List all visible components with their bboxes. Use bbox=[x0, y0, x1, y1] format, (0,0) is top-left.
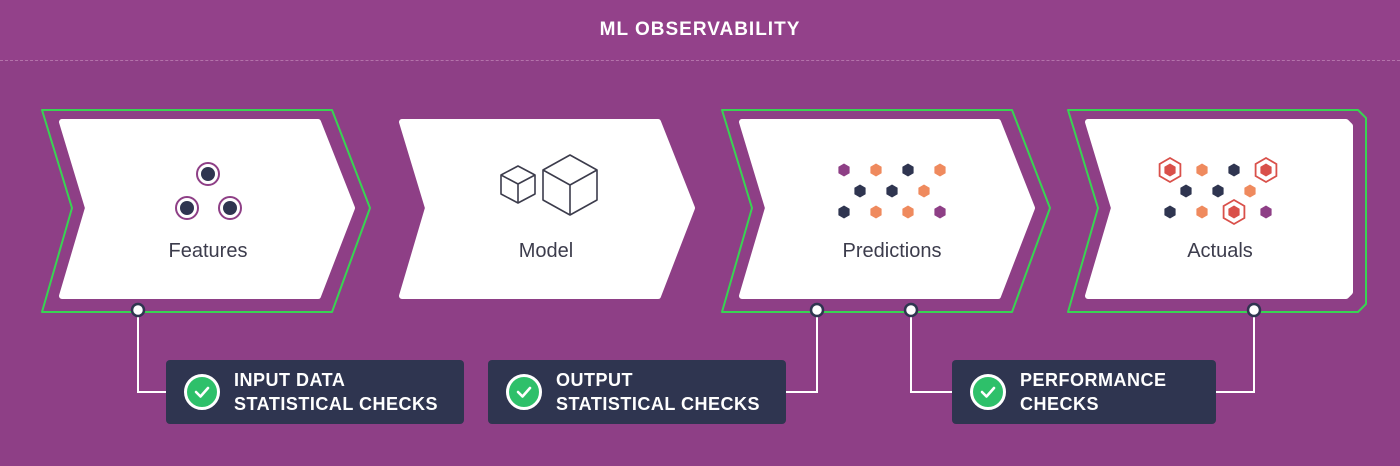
check-title-line2: CHECKS bbox=[1020, 394, 1100, 414]
hexagon-mark bbox=[934, 163, 946, 177]
page-title: ML OBSERVABILITY bbox=[599, 19, 801, 40]
checkmark-icon bbox=[506, 374, 542, 410]
checkmark-icon bbox=[970, 374, 1006, 410]
features-highlight-outline bbox=[41, 109, 371, 313]
actuals-stage-shape bbox=[1085, 119, 1353, 299]
input-data-check-box: INPUT DATA STATISTICAL CHECKS bbox=[166, 360, 464, 424]
output-check-box: OUTPUT STATISTICAL CHECKS bbox=[488, 360, 786, 424]
hexagon-mark bbox=[870, 205, 882, 219]
hexagon-grid-icon bbox=[838, 163, 946, 219]
check-title-line2: STATISTICAL CHECKS bbox=[556, 394, 761, 414]
hexagon-mark bbox=[934, 205, 946, 219]
hexagon-mark bbox=[1254, 156, 1278, 184]
highlighted-hexagon-grid-icon bbox=[1158, 156, 1278, 226]
check-title-line1: PERFORMANCE bbox=[1020, 370, 1167, 390]
hexagon-mark bbox=[1260, 163, 1272, 177]
cubes-icon bbox=[500, 154, 598, 216]
hexagon-mark bbox=[1260, 205, 1272, 219]
predictions-performance-connector-dot bbox=[903, 302, 919, 318]
check-title-line1: OUTPUT bbox=[556, 370, 633, 390]
hexagon-mark bbox=[1228, 205, 1240, 219]
hexagon-mark bbox=[1180, 184, 1192, 198]
hexagon-mark bbox=[918, 184, 930, 198]
hexagon-mark bbox=[1158, 156, 1182, 184]
hexagon-mark bbox=[1228, 163, 1240, 177]
hexagon-mark bbox=[1212, 184, 1224, 198]
nodes-icon bbox=[175, 162, 242, 220]
model-stage-shape bbox=[399, 119, 695, 299]
actuals-label: Actuals bbox=[1187, 240, 1253, 262]
performance-check-box: PERFORMANCE CHECKS bbox=[952, 360, 1216, 424]
header-bar: ML OBSERVABILITY bbox=[0, 0, 1400, 61]
predictions-highlight-outline bbox=[721, 109, 1051, 313]
model-label: Model bbox=[518, 240, 574, 262]
hexagon-mark bbox=[886, 184, 898, 198]
features-label: Features bbox=[168, 240, 248, 262]
hexagon-mark bbox=[1196, 205, 1208, 219]
features-connector bbox=[137, 310, 168, 393]
actuals-performance-connector-dot bbox=[1246, 302, 1262, 318]
hexagon-mark bbox=[1244, 184, 1256, 198]
hexagon-mark bbox=[838, 163, 850, 177]
hexagon-mark bbox=[838, 205, 850, 219]
checkmark-icon bbox=[184, 374, 220, 410]
hexagon-mark bbox=[902, 163, 914, 177]
features-stage-shape bbox=[59, 119, 355, 299]
check-title-line2: STATISTICAL CHECKS bbox=[234, 394, 439, 414]
hexagon-mark bbox=[854, 184, 866, 198]
features-connector-dot bbox=[130, 302, 146, 318]
actuals-performance-connector bbox=[1216, 310, 1255, 393]
hexagon-mark bbox=[902, 205, 914, 219]
hexagon-mark bbox=[870, 163, 882, 177]
actuals-highlight-outline bbox=[1067, 109, 1367, 313]
predictions-output-connector-dot bbox=[809, 302, 825, 318]
hexagon-mark bbox=[1196, 163, 1208, 177]
predictions-label: Predictions bbox=[842, 240, 942, 262]
hexagon-mark bbox=[1164, 205, 1176, 219]
predictions-output-connector bbox=[786, 310, 818, 393]
predictions-performance-connector bbox=[910, 310, 952, 393]
hexagon-mark bbox=[1222, 198, 1246, 226]
check-title-line1: INPUT DATA bbox=[234, 370, 346, 390]
predictions-stage-shape bbox=[739, 119, 1035, 299]
hexagon-mark bbox=[1164, 163, 1176, 177]
